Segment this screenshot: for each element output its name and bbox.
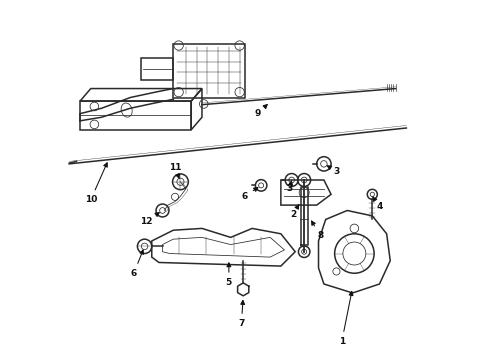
Text: 1: 1 [339,292,353,346]
Text: 6: 6 [131,250,144,278]
Text: 4: 4 [373,197,383,211]
Text: 12: 12 [140,213,159,226]
Text: 3: 3 [287,181,293,193]
Text: 10: 10 [85,163,107,204]
Text: 2: 2 [290,204,299,219]
Text: 8: 8 [312,221,323,240]
Text: 9: 9 [254,104,267,118]
Text: 6: 6 [242,188,258,201]
Text: 5: 5 [226,263,232,287]
Text: 3: 3 [327,166,340,176]
Text: 11: 11 [169,163,181,178]
Text: 7: 7 [238,301,245,328]
